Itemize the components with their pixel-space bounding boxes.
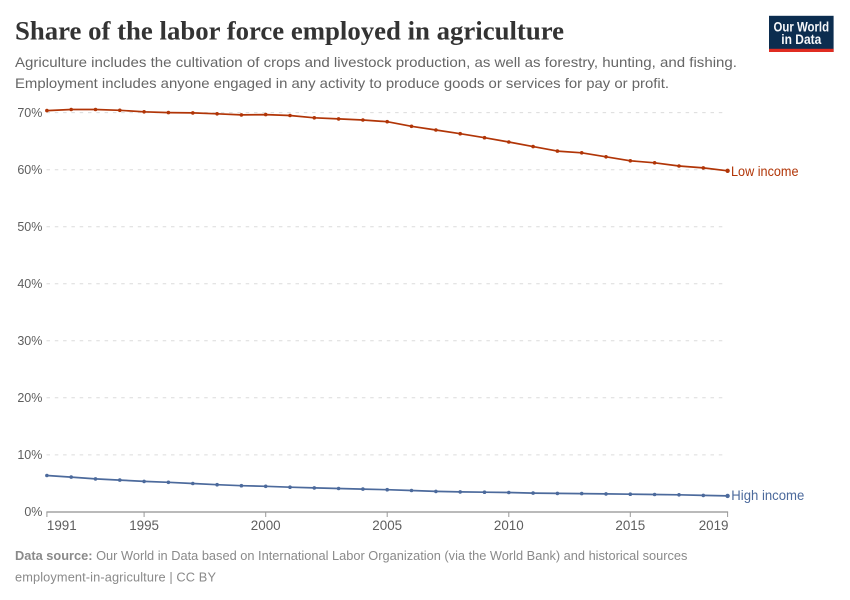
- svg-text:Agriculture includes the culti: Agriculture includes the cultivation of …: [15, 54, 737, 70]
- svg-text:70%: 70%: [17, 106, 42, 120]
- svg-text:2000: 2000: [251, 518, 281, 533]
- svg-text:0%: 0%: [24, 505, 42, 519]
- svg-text:2010: 2010: [494, 518, 524, 533]
- svg-text:30%: 30%: [17, 334, 42, 348]
- svg-text:in Data: in Data: [781, 32, 821, 47]
- svg-text:40%: 40%: [17, 277, 42, 291]
- svg-text:Share of the labor force emplo: Share of the labor force employed in agr…: [15, 17, 564, 46]
- svg-text:Data source: Our World in Data: Data source: Our World in Data based on …: [15, 548, 687, 563]
- svg-text:Our World: Our World: [774, 20, 830, 35]
- svg-text:Low income: Low income: [731, 164, 799, 179]
- svg-text:2019: 2019: [699, 518, 729, 533]
- svg-text:2015: 2015: [615, 518, 645, 533]
- svg-text:2005: 2005: [372, 518, 402, 533]
- svg-text:High income: High income: [731, 488, 804, 503]
- svg-text:10%: 10%: [17, 448, 42, 462]
- svg-text:20%: 20%: [17, 391, 42, 405]
- svg-text:employment-in-agriculture | CC: employment-in-agriculture | CC BY: [15, 569, 216, 584]
- svg-text:50%: 50%: [17, 220, 42, 234]
- svg-text:1995: 1995: [129, 518, 159, 533]
- svg-text:Employment includes anyone eng: Employment includes anyone engaged in an…: [15, 75, 669, 91]
- svg-text:60%: 60%: [17, 163, 42, 177]
- svg-text:1991: 1991: [47, 518, 77, 533]
